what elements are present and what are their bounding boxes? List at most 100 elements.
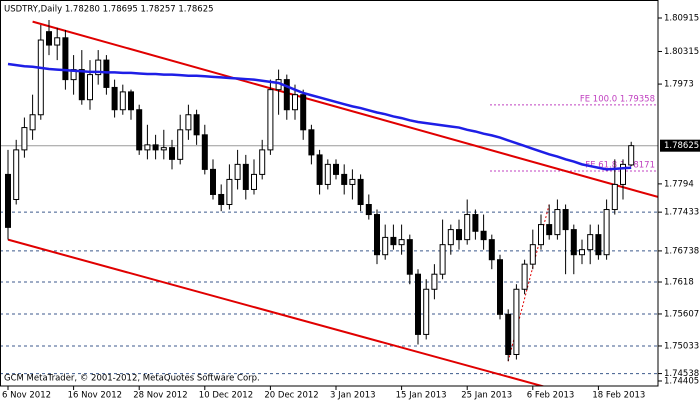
x-tick-label: 18 Feb 2013 [592,391,645,401]
candle-body [406,239,413,275]
candle-body [562,209,569,231]
candle-body [472,214,479,232]
candle-body [513,288,520,355]
candle-body [5,173,11,228]
candle-body [546,224,553,236]
candle-body [128,91,134,111]
candle-body [218,193,225,206]
y-tick-label: 1.75033 [664,341,699,351]
candle-body [538,224,544,246]
candle-body [456,229,462,241]
candle-body [324,163,331,185]
candle-body [464,214,471,241]
candle-body [29,114,36,131]
candle-body [398,239,405,246]
candle-body [570,229,577,256]
candle-body [95,59,102,76]
candle-body [37,39,44,116]
footer: GCM MetaTrader, © 2001-2012, MetaQuotes … [4,374,260,384]
moving-average [7,62,632,171]
candle-body [160,147,167,151]
candle-body [595,234,602,256]
y-tick-label: 1.76738 [664,246,699,256]
trendline [7,238,546,386]
candle-body [46,31,52,46]
candle-body [177,129,184,160]
candle-body [234,163,241,180]
candle-body [136,109,143,151]
candle-body [267,89,274,151]
candle-body [144,144,151,151]
candle-body [111,86,118,111]
x-tick-label: 6 Feb 2013 [527,391,575,401]
candle-body [357,178,364,206]
plot-border [0,0,659,387]
candle-body [152,144,159,151]
x-tick-label: 10 Dec 2012 [199,391,253,401]
candle-body [603,209,610,256]
candle-body [308,129,315,156]
candle-body [341,173,348,185]
axes: 1.80915 1.80315 1.7973 1.7794 1.77433 1.76738… [2,14,700,401]
y-tick-label: 1.7973 [664,80,694,90]
x-tick-label: 25 Jan 2013 [461,391,512,401]
candle-body [333,163,339,175]
candle-body [349,178,356,185]
candle-body [431,273,438,290]
candle-body [382,236,389,256]
candle-body [620,163,626,185]
candle-body [78,69,85,101]
candle-body [185,114,192,131]
y-tick-label: 1.75607 [664,309,699,319]
candle-body [62,37,69,81]
candle-body [415,273,421,335]
candle-body [521,263,528,290]
candle-body [497,259,503,315]
candle-body [587,234,594,251]
trendline [32,20,658,198]
y-tick-label: 1.74405 [664,376,699,386]
candle-body [54,37,61,46]
candle-body [103,59,110,88]
candle-body [259,149,266,175]
candle-body [439,244,446,275]
last-price-box [660,139,700,152]
candle-body [628,145,635,166]
fibo-label: FE 100.0 1.79358 [580,94,655,104]
candle-body [488,239,495,261]
chart-title: USDTRY,Daily 1.78280 1.78695 1.78257 1.7… [4,5,214,15]
x-tick-label: 3 Jan 2013 [330,391,376,401]
candle-body [283,79,290,111]
y-tick-label: 1.74538 [664,369,699,379]
candle-body [529,244,536,265]
candle-body [390,236,397,246]
candle-body [251,173,257,190]
candle-body [316,154,323,185]
x-tick-label: 28 Nov 2012 [133,391,187,401]
candle-body [505,313,512,355]
y-tick-label: 1.7794 [664,179,694,189]
x-tick-label: 20 Dec 2012 [264,391,318,401]
candle-body [611,183,618,211]
y-tick-label: 1.7618 [664,278,694,288]
candle-body [374,214,380,256]
candle-body [13,149,20,200]
x-tick-label: 6 Nov 2012 [2,391,51,401]
candle-body [554,209,561,236]
y-tick-label: 1.77433 [664,208,699,218]
candle-body [119,91,126,111]
x-tick-label: 16 Nov 2012 [68,391,122,401]
trendline [507,204,550,362]
candle-body [169,147,175,160]
last-price-label: 1.78625 [664,141,699,151]
candle-body [365,204,372,216]
candle-body [292,94,298,111]
y-tick-label: 1.80315 [664,47,699,57]
candle-body [300,94,307,131]
x-tick-label: 15 Jan 2013 [396,391,447,401]
candle-body [480,230,487,241]
candle-body [579,249,585,256]
